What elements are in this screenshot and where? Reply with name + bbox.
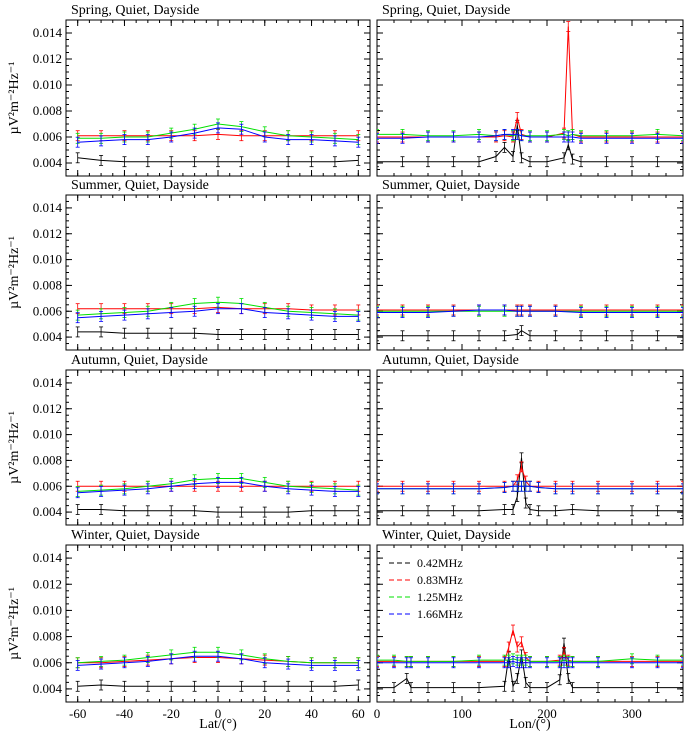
- plot-frame: [376, 369, 684, 526]
- plot-area: [377, 21, 683, 168]
- series-line-0.42MHz: [377, 125, 683, 163]
- y-tick-label: 0.008: [33, 277, 62, 292]
- y-tick-label: 0.014: [33, 200, 63, 215]
- x-axis-label-lat: Lat/(°): [199, 717, 237, 732]
- x-tick-label: -20: [163, 706, 180, 721]
- y-tick-label: 0.010: [33, 427, 62, 442]
- x-tick-label: 0: [215, 706, 222, 721]
- plot-area: [75, 646, 361, 692]
- plot-area: [75, 296, 361, 340]
- panel-title: Autumn, Quiet, Dayside: [382, 353, 519, 368]
- y-tick-label: 0.006: [33, 478, 63, 493]
- series-line-1.66MHz: [377, 133, 683, 139]
- legend-label: 1.66MHz: [417, 607, 463, 621]
- panel-1: Spring, Quiet, Dayside 0.004 0.006 0.008 0.0…: [7, 3, 371, 177]
- y-tick-label: 0.004: [33, 681, 63, 696]
- plot-area: [75, 118, 361, 168]
- y-tick-label: 0.014: [33, 25, 63, 40]
- legend-label: 0.42MHz: [417, 556, 463, 570]
- y-tick-label: 0.012: [33, 226, 62, 241]
- plot-frame: [376, 194, 684, 351]
- x-tick-label: 0: [374, 706, 381, 721]
- series-line-1.66MHz: [377, 485, 683, 490]
- plot-area: [377, 304, 683, 342]
- panel-7: Winter, Quiet, Dayside 0.004 0.006 0.008 0.0…: [7, 528, 371, 721]
- panel-2: Spring, Quiet, Dayside: [376, 3, 684, 177]
- y-tick-label: 0.010: [33, 77, 62, 92]
- plot-frame: [65, 19, 371, 177]
- panel-title: Winter, Quiet, Dayside: [382, 528, 511, 543]
- y-tick-label: 0.006: [33, 655, 63, 670]
- y-tick-label: 0.010: [33, 602, 62, 617]
- x-tick-label: -60: [69, 706, 86, 721]
- series-line-1.25MHz: [377, 133, 683, 137]
- y-tick-label: 0.014: [33, 375, 63, 390]
- y-axis-label: µV²m⁻²Hz⁻¹: [7, 236, 22, 309]
- y-tick-label: 0.004: [33, 504, 63, 519]
- y-tick-label: 0.008: [33, 452, 62, 467]
- plot-frame: [376, 19, 684, 177]
- y-tick-label: 0.006: [33, 129, 63, 144]
- x-tick-label: 20: [258, 706, 271, 721]
- panel-title: Spring, Quiet, Dayside: [382, 3, 510, 18]
- y-tick-label: 0.008: [33, 103, 62, 118]
- y-tick-label: 0.012: [33, 576, 62, 591]
- plot-area: [75, 473, 361, 518]
- y-axis-label: µV²m⁻²Hz⁻¹: [7, 62, 22, 135]
- series-line-0.83MHz: [377, 465, 683, 487]
- x-axis-label-lon: Lon/(°): [509, 717, 551, 732]
- y-tick-label: 0.004: [33, 329, 63, 344]
- panel-5: Autumn, Quiet, Dayside 0.004 0.006 0.008 0.0…: [7, 353, 371, 526]
- plot-area: [377, 452, 683, 517]
- legend-label: 1.25MHz: [417, 590, 463, 604]
- plot-frame: [65, 369, 371, 526]
- x-tick-label: -40: [116, 706, 133, 721]
- panel-title: Spring, Quiet, Dayside: [71, 3, 199, 18]
- plot-frame: [65, 194, 371, 351]
- plot-frame: [65, 544, 371, 703]
- y-tick-label: 0.004: [33, 155, 63, 170]
- x-tick-label: 100: [452, 706, 472, 721]
- y-tick-label: 0.012: [33, 51, 62, 66]
- y-axis-label: µV²m⁻²Hz⁻¹: [7, 587, 22, 660]
- panel-title: Winter, Quiet, Dayside: [71, 528, 200, 543]
- x-tick-label: 60: [352, 706, 365, 721]
- y-axis-label: µV²m⁻²Hz⁻¹: [7, 411, 22, 484]
- panel-title: Summer, Quiet, Dayside: [71, 178, 209, 193]
- panel-title: Autumn, Quiet, Dayside: [71, 353, 208, 368]
- panel-title: Summer, Quiet, Dayside: [382, 178, 520, 193]
- x-tick-label: 40: [305, 706, 318, 721]
- series-line-0.42MHz: [377, 457, 683, 512]
- series-line-0.83MHz: [377, 26, 683, 138]
- legend: 0.42MHz 0.83MHz 1.25MHz 1.66MHz: [389, 556, 463, 621]
- y-tick-label: 0.008: [33, 629, 62, 644]
- panel-4: Summer, Quiet, Dayside: [376, 178, 684, 351]
- plot-area: [377, 624, 683, 694]
- y-tick-label: 0.012: [33, 401, 62, 416]
- y-tick-label: 0.006: [33, 303, 63, 318]
- y-tick-label: 0.010: [33, 252, 62, 267]
- legend-label: 0.83MHz: [417, 573, 463, 587]
- x-tick-label: 200: [537, 706, 557, 721]
- y-tick-label: 0.014: [33, 550, 63, 565]
- panel-3: Summer, Quiet, Dayside 0.004 0.006 0.008 0.0…: [7, 178, 371, 351]
- panel-6: Autumn, Quiet, Dayside: [376, 353, 684, 526]
- x-tick-label: 300: [622, 706, 642, 721]
